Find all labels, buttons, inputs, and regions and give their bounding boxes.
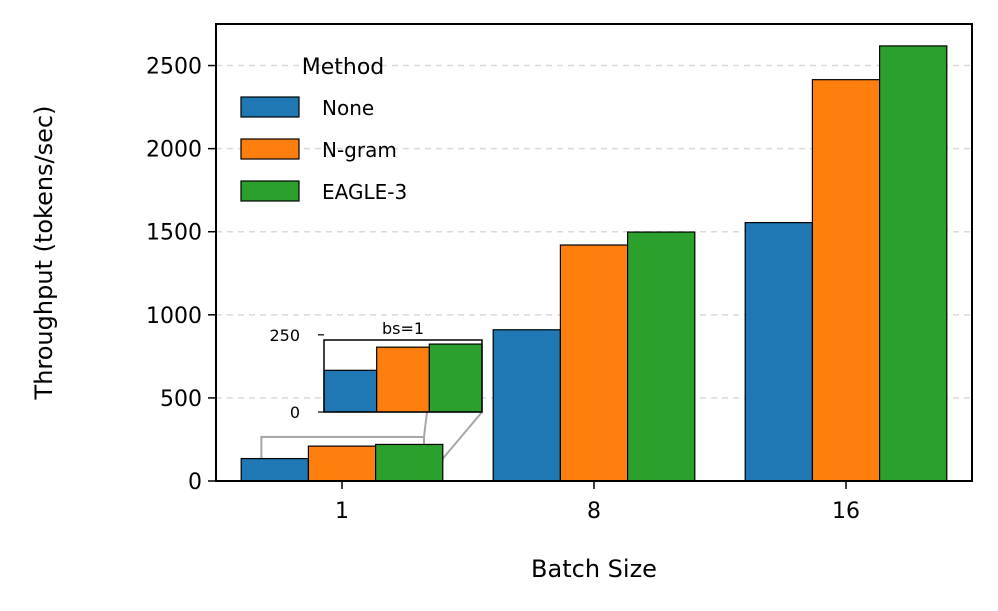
y-tick-label: 0 xyxy=(188,470,202,495)
legend-swatch xyxy=(240,96,300,118)
y-tick-label: 500 xyxy=(160,387,202,412)
x-axis-title: Batch Size xyxy=(531,555,657,583)
bars xyxy=(240,45,948,482)
inset-bar-n-gram xyxy=(376,346,430,413)
legend-label: N-gram xyxy=(322,138,397,162)
inset-title: bs=1 xyxy=(382,319,424,338)
y-tick-label: 2500 xyxy=(146,55,202,80)
bar-eagle-3 xyxy=(626,231,696,482)
bar-eagle-3 xyxy=(375,443,444,482)
bar-none xyxy=(492,329,562,482)
inset-frame xyxy=(323,339,483,413)
y-tick-label: 2000 xyxy=(146,138,202,163)
legend-title: Method xyxy=(302,55,385,80)
x-tick-label: 8 xyxy=(587,499,601,524)
bar-n-gram xyxy=(559,244,629,482)
legend-label: EAGLE-3 xyxy=(322,180,407,204)
inset-bar-none xyxy=(323,369,378,413)
bar-eagle-3 xyxy=(878,45,948,482)
bar-n-gram xyxy=(307,445,377,482)
y-axis-title: Throughput (tokens/sec) xyxy=(30,106,58,401)
inset-y-tick-label: 250 xyxy=(269,326,300,345)
legend-label: None xyxy=(322,96,374,120)
legend: Method None N-gram EAGLE-3 xyxy=(240,55,407,204)
bar-none xyxy=(240,457,309,482)
x-tick-label: 1 xyxy=(335,499,349,524)
zoom-connector-line xyxy=(422,411,428,438)
bar-none xyxy=(744,221,814,482)
legend-swatch xyxy=(240,180,300,202)
legend-swatch xyxy=(240,138,300,160)
inset-chart: 0 250 bs=1 xyxy=(269,319,483,422)
x-tick-label: 16 xyxy=(832,499,860,524)
y-tick-label: 1500 xyxy=(146,221,202,246)
inset-y-tick-label: 0 xyxy=(290,403,300,422)
bar-n-gram xyxy=(811,79,881,482)
y-tick-label: 1000 xyxy=(146,304,202,329)
inset-bar-eagle-3 xyxy=(428,343,483,413)
